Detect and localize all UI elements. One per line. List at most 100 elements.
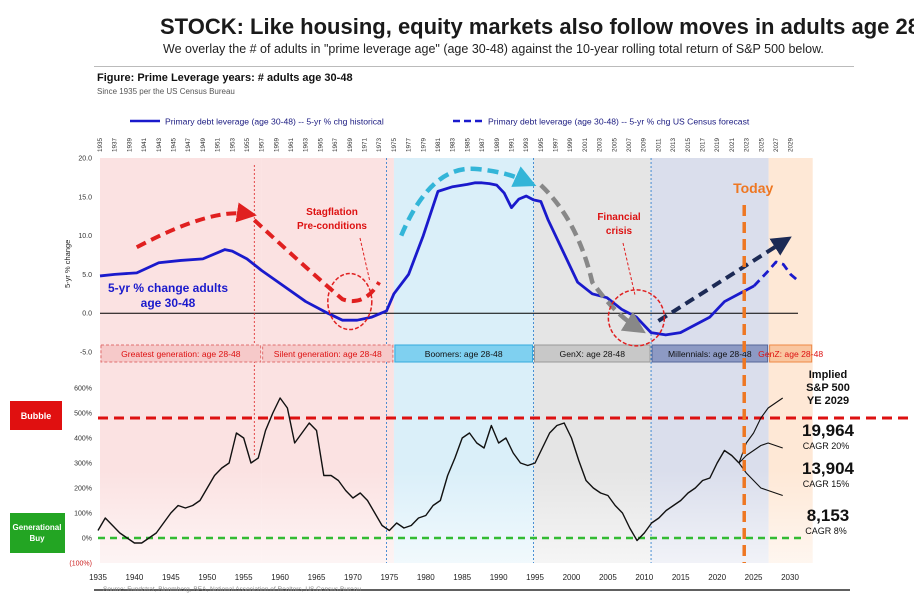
- top-x-tick-label: 1953: [229, 137, 236, 152]
- trend-arrow-red-down: [252, 218, 381, 304]
- top-x-tick-label: 2009: [641, 137, 648, 152]
- implied-value: 19,964: [802, 421, 855, 440]
- generation-label-box: [651, 344, 769, 363]
- bottom-x-tick-label: 1940: [126, 573, 144, 582]
- top-x-tick-label: 2013: [670, 137, 677, 152]
- top-y-tick-label: 0.0: [82, 311, 92, 318]
- top-x-tick-label: 2017: [699, 137, 706, 152]
- top-x-tick-label: 2027: [773, 137, 780, 152]
- generation-label-box: [262, 344, 394, 363]
- generation-label-box: [394, 344, 533, 363]
- bottom-x-tick-label: 1975: [380, 573, 398, 582]
- financial-crisis-label-line1: Financial: [597, 212, 641, 223]
- implied-cagr: CAGR 20%: [803, 441, 850, 451]
- generation-label: Silent generation: age 28-48: [274, 349, 382, 359]
- top-x-tick-label: 2019: [714, 137, 721, 152]
- top-x-tick-label: 1961: [288, 137, 295, 152]
- bottom-x-tick-label: 1955: [235, 573, 253, 582]
- top-x-tick-label: 1937: [112, 137, 119, 152]
- bottom-x-tick-label: 2030: [781, 573, 799, 582]
- trend-arrow-navy: [657, 236, 792, 323]
- implied-value: 8,153: [807, 506, 850, 525]
- top-x-tick-label: 1947: [185, 137, 192, 152]
- figure-source-note: Since 1935 per the US Census Bureau: [97, 87, 235, 96]
- today-label: Today: [733, 180, 773, 196]
- top-x-tick-label: 1945: [170, 137, 177, 152]
- top-x-tick-label: 1969: [347, 137, 354, 152]
- top-x-tick-label: 1991: [508, 137, 515, 152]
- trend-arrow-cyan: [399, 166, 537, 237]
- bottom-x-tick-label: 1945: [162, 573, 180, 582]
- bottom-x-tick-label: 1990: [490, 573, 508, 582]
- top-x-tick-label: 1949: [200, 137, 207, 152]
- top-x-tick-label: 1973: [376, 137, 383, 152]
- top-x-tick-label: 1975: [391, 137, 398, 152]
- stagflation-label-line1: Stagflation: [306, 207, 358, 218]
- top-x-tick-label: 2015: [685, 137, 692, 152]
- bottom-x-tick-label: 1960: [271, 573, 289, 582]
- top-x-tick-label: 1971: [362, 137, 369, 152]
- top-x-tick-label: 1963: [303, 137, 310, 152]
- header-divider: [94, 66, 854, 67]
- implied-header-line: YE 2029: [807, 395, 849, 407]
- top-x-tick-label: 1941: [141, 137, 148, 152]
- bottom-y-tick-label: 100%: [74, 511, 92, 518]
- top-x-tick-label: 1943: [156, 137, 163, 152]
- top-x-tick-label: 1993: [523, 137, 530, 152]
- top-x-tick-label: 1999: [567, 137, 574, 152]
- top-y-tick-label: 15.0: [78, 194, 92, 201]
- top-x-tick-label: 1997: [553, 137, 560, 152]
- bottom-x-tick-label: 2010: [635, 573, 653, 582]
- implied-path-line-2: [738, 442, 783, 464]
- top-x-tick-label: 2021: [729, 137, 736, 152]
- footer-source: Source: Fundstrat, Bloomberg, BEA, Natio…: [103, 586, 361, 593]
- top-x-tick-label: 2003: [597, 137, 604, 152]
- leverage-chart: Primary debt leverage (age 30-48) -- 5-y…: [63, 117, 823, 563]
- top-x-tick-label: 1967: [332, 137, 339, 152]
- bottom-y-tick-label: 600%: [74, 386, 92, 393]
- top-x-tick-label: 2005: [611, 137, 618, 152]
- bottom-x-tick-label: 1980: [417, 573, 435, 582]
- financial-crisis-circle: [607, 289, 666, 347]
- bottom-x-tick-label: 1970: [344, 573, 362, 582]
- buy-badge-label-line2: Buy: [29, 534, 45, 543]
- series-annotation-line2: age 30-48: [141, 296, 196, 310]
- top-x-tick-label: 1995: [538, 137, 545, 152]
- page-title: STOCK: Like housing, equity markets also…: [160, 14, 914, 39]
- top-x-tick-label: 1979: [420, 137, 427, 152]
- top-x-tick-label: 1935: [97, 137, 104, 152]
- bubble-badge: [10, 401, 62, 430]
- top-y-axis-label: 5-yr % change: [63, 240, 72, 288]
- top-x-tick-label: 2011: [655, 138, 662, 152]
- top-x-tick-label: 1985: [464, 137, 471, 152]
- top-x-tick-label: 1989: [494, 137, 501, 152]
- bottom-y-tick-label: 200%: [74, 486, 92, 493]
- top-y-tick-label: 10.0: [78, 233, 92, 240]
- top-x-tick-label: 2025: [758, 137, 765, 152]
- bottom-x-tick-label: 2020: [708, 573, 726, 582]
- financial-crisis-pointer: [622, 242, 636, 296]
- bottom-fade: [0, 470, 914, 597]
- generation-label-box: [533, 344, 651, 363]
- top-x-tick-label: 1977: [406, 137, 413, 152]
- top-x-tick-label: 1957: [259, 137, 266, 152]
- top-x-tick-label: 1959: [273, 137, 280, 152]
- trend-arrow-red-up: [135, 202, 257, 250]
- financial-crisis-label-line2: crisis: [606, 226, 633, 237]
- bottom-x-tick-label: 2015: [672, 573, 690, 582]
- bottom-x-tick-label: 1985: [453, 573, 471, 582]
- bottom-x-tick-label: 1935: [89, 573, 107, 582]
- generation-label-box: [769, 344, 813, 363]
- implied-cagr: CAGR 8%: [805, 526, 847, 536]
- legend-label-forecast: Primary debt leverage (age 30-48) -- 5-y…: [488, 117, 750, 127]
- page-subtitle: We overlay the # of adults in "prime lev…: [163, 42, 824, 56]
- generation-label: Boomers: age 28-48: [425, 349, 503, 359]
- generation-label: Greatest generation: age 28-48: [121, 349, 241, 359]
- generation-label: Millennials: age 28-48: [668, 349, 752, 359]
- bottom-y-tick-label: 400%: [74, 436, 92, 443]
- implied-path-line-3: [738, 462, 783, 497]
- top-x-tick-label: 1965: [317, 137, 324, 152]
- top-x-tick-label: 1955: [244, 137, 251, 152]
- stagflation-label-line2: Pre-conditions: [297, 221, 367, 232]
